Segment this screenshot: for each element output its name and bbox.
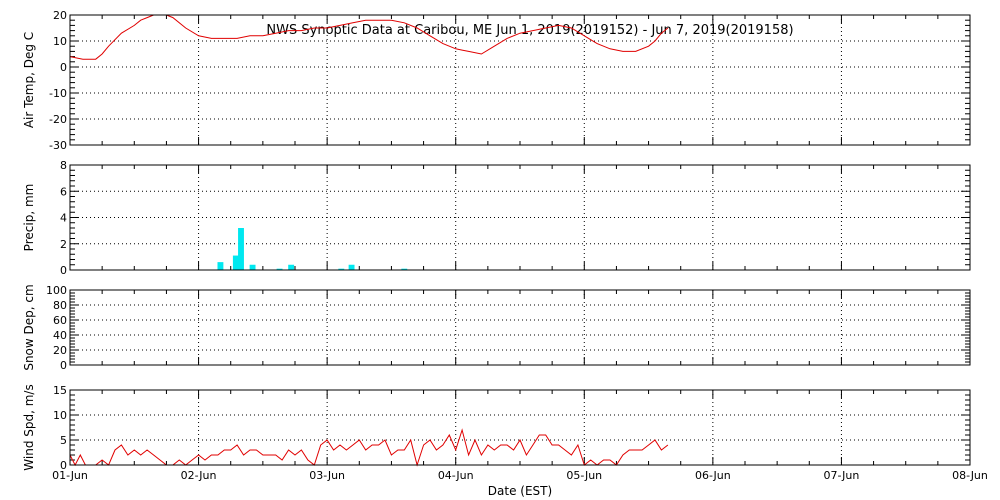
precip-bar [238,228,244,270]
y-tick-label: 80 [53,299,67,312]
y-axis-label: Wind Spd, m/s [22,384,36,470]
precip-bar [232,255,239,270]
panel-frame [69,389,971,466]
precip-bar [217,262,224,270]
y-tick-label: 20 [53,9,67,22]
x-tick-label: 01-Jun [52,469,88,482]
y-tick-label: -20 [49,113,67,126]
y-axis-label: Precip, mm [22,184,36,252]
x-tick-label: 02-Jun [181,469,217,482]
y-tick-label: -10 [49,87,67,100]
precip-bar [338,268,345,270]
y-tick-label: 6 [60,185,67,198]
panel-frame [69,14,971,146]
x-axis-label: Date (EST) [488,484,552,498]
y-tick-label: 60 [53,314,67,327]
panel-air-temp: -30 -20 -10 0 10 20 Air Temp, Deg C [22,9,971,152]
x-tick-label: 03-Jun [309,469,345,482]
panel-precip: 0 2 4 6 8 Precip, mm [22,159,971,277]
panel-frame [69,164,971,271]
y-tick-label: 2 [60,238,67,251]
y-tick-label: 8 [60,159,67,172]
x-tick-label: 06-Jun [695,469,731,482]
y-tick-label: 0 [60,459,67,472]
x-tick-label: 08-Jun [952,469,988,482]
precip-bar [401,268,408,270]
wind-speed-line [69,428,669,467]
y-axis-label: Air Temp, Deg C [22,32,36,128]
y-axis-label: Snow Dep, cm [22,284,36,370]
y-tick-label: 10 [53,35,67,48]
y-tick-label: 4 [60,212,67,225]
precip-bar [288,264,295,270]
precip-bar [249,264,256,270]
panel-frame [69,289,971,366]
y-tick-label: 0 [60,61,67,74]
y-tick-label: 40 [53,329,67,342]
y-tick-label: 0 [60,264,67,277]
y-tick-label: 10 [53,409,67,422]
precip-bar [276,268,283,270]
y-tick-label: 0 [60,359,67,372]
panel-snow-depth: 0 20 40 60 80 100 Snow Dep, cm [22,284,971,372]
x-tick-label: 05-Jun [566,469,602,482]
panels-group: -30 -20 -10 0 10 20 Air Temp, Deg C 0 2 4 6 8 Precip… [22,9,988,482]
y-tick-label: 20 [53,344,67,357]
chart-title: NWS Synoptic Data at Caribou, ME Jun 1, … [266,23,793,38]
x-tick-label: 04-Jun [438,469,474,482]
precip-bar [348,264,355,270]
x-tick-label: 07-Jun [824,469,860,482]
y-tick-label: -30 [49,139,67,152]
y-tick-label: 100 [46,284,67,297]
panel-wind-speed: 0 5 10 15 Wind Spd, m/s 01-Jun 02-Jun 03-Jun 04-… [22,384,988,482]
y-tick-label: 15 [53,384,67,397]
y-tick-label: 5 [60,434,67,447]
